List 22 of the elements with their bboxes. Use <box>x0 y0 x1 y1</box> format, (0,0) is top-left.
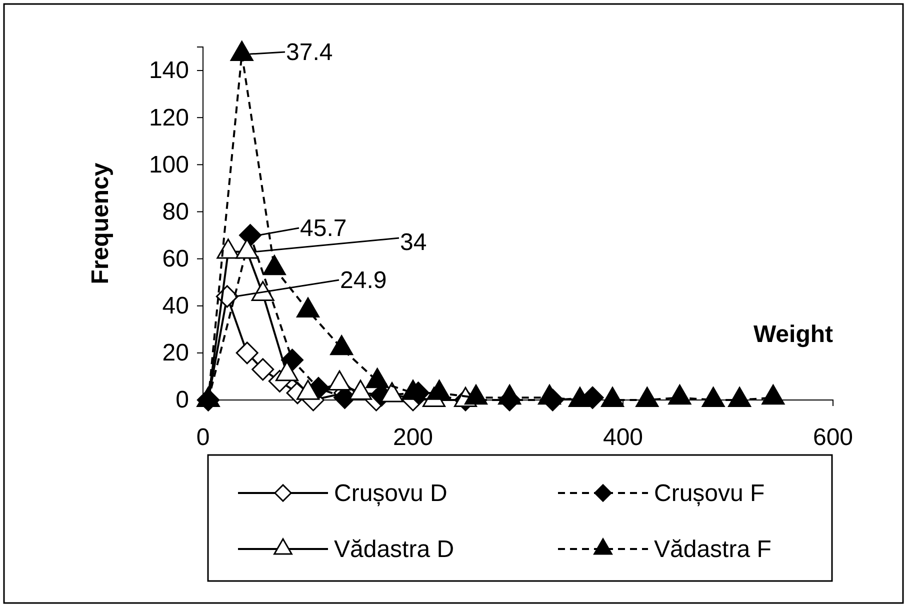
x-tick-label: 200 <box>392 424 434 452</box>
y-tick-label: 100 <box>148 151 189 178</box>
x-tick-label: 0 <box>196 424 210 452</box>
y-axis-title: Frequency <box>87 162 114 284</box>
x-axis-title: Weight <box>753 321 834 348</box>
y-tick-label: 0 <box>176 386 189 414</box>
y-tick-label: 80 <box>162 198 189 226</box>
y-tick-label: 140 <box>148 57 189 84</box>
y-tick-label: 40 <box>162 292 189 320</box>
x-tick-label: 400 <box>602 424 644 452</box>
legend-label: Crușovu D <box>334 480 448 507</box>
y-tick-label: 20 <box>162 340 189 367</box>
annotation: 24.9 <box>340 267 387 294</box>
y-tick-label: 120 <box>148 104 189 132</box>
annotation: 34 <box>400 229 427 256</box>
x-tick-label: 600 <box>812 424 854 452</box>
legend-label: Vădastra D <box>334 536 454 563</box>
annotation: 45.7 <box>300 215 347 242</box>
y-tick-label: 60 <box>162 245 189 272</box>
legend-label: Vădastra F <box>654 536 772 563</box>
annotation: 37.4 <box>286 39 333 66</box>
legend-label: Crușovu F <box>654 480 765 507</box>
